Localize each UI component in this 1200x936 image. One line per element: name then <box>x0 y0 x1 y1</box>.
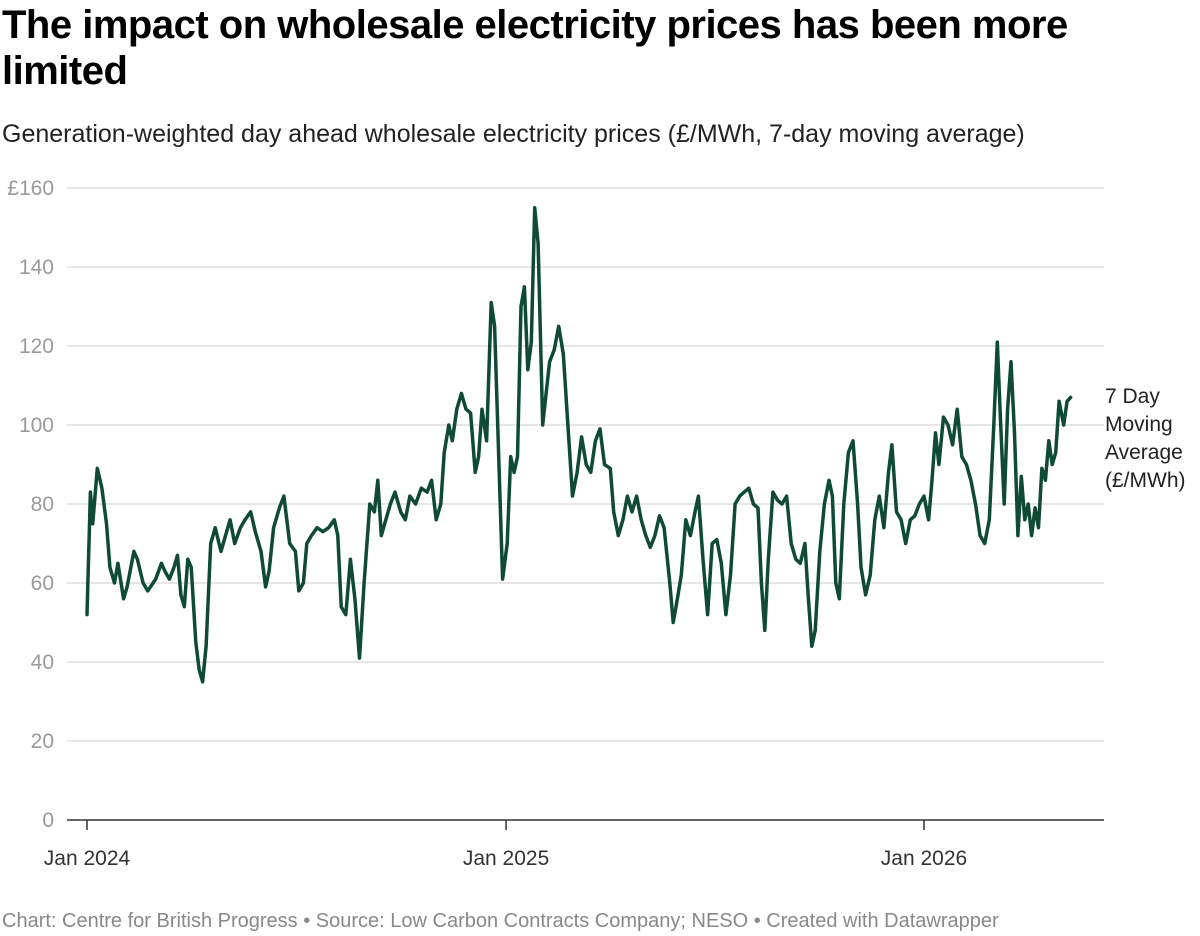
y-tick-label: 140 <box>19 256 54 279</box>
series-label-line: 7 Day <box>1105 385 1160 408</box>
x-axis: Jan 2024 Jan 2025 Jan 2026 <box>44 820 967 870</box>
series-line-7-day-moving-average <box>85 206 1073 684</box>
source-note: Chart: Centre for British Progress • Sou… <box>2 910 999 932</box>
series-label: 7 Day Moving Average (£/MWh) <box>1105 385 1186 492</box>
gridlines <box>67 187 1104 821</box>
y-tick-label: 80 <box>31 493 54 516</box>
chart-title: The impact on wholesale electricity pric… <box>2 3 1068 93</box>
x-tick-label: Jan 2024 <box>44 847 131 870</box>
y-tick-label: 100 <box>19 414 54 437</box>
y-tick-label: 20 <box>31 730 54 753</box>
chart-subtitle: Generation-weighted day ahead wholesale … <box>2 120 1025 148</box>
y-tick-label: £160 <box>7 177 54 200</box>
series-layer <box>85 206 1073 684</box>
x-tick-label: Jan 2026 <box>881 847 967 870</box>
y-tick-label: 120 <box>19 335 54 358</box>
y-tick-label: 0 <box>42 809 54 832</box>
series-label-line: Moving <box>1105 413 1173 436</box>
y-tick-label: 60 <box>31 572 54 595</box>
y-tick-label: 40 <box>31 651 54 674</box>
y-axis: 0 20 40 60 80 100 120 140 £160 <box>7 177 54 832</box>
series-label-line: Average <box>1105 441 1183 464</box>
series-label-line: (£/MWh) <box>1105 469 1186 492</box>
x-tick-label: Jan 2025 <box>463 847 549 870</box>
